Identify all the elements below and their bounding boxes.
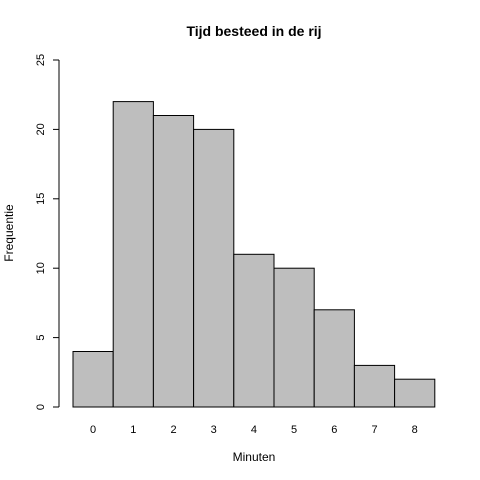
bar-5 bbox=[273, 267, 315, 408]
x-tick-label-1: 1 bbox=[130, 424, 136, 436]
x-tick-labels: 0 1 2 3 4 5 6 7 8 bbox=[90, 424, 418, 436]
bar-2 bbox=[152, 115, 195, 408]
bar-7 bbox=[353, 364, 396, 408]
y-tick-label-10: 10 bbox=[35, 262, 47, 274]
x-tick-label-0: 0 bbox=[90, 424, 96, 436]
y-tick-label-25: 25 bbox=[35, 54, 47, 66]
y-tick-label-5: 5 bbox=[35, 335, 47, 341]
bar-4 bbox=[233, 253, 275, 408]
x-tick-label-7: 7 bbox=[371, 424, 377, 436]
y-axis: 0 5 10 15 20 25 bbox=[35, 54, 60, 410]
bar-0 bbox=[72, 351, 114, 408]
y-axis-label: Frequentie bbox=[2, 204, 16, 262]
bar-8 bbox=[394, 378, 436, 408]
y-tick-label-0: 0 bbox=[35, 404, 47, 410]
x-tick-label-4: 4 bbox=[251, 424, 257, 436]
y-tick-label-15: 15 bbox=[35, 193, 47, 205]
bar-1 bbox=[112, 101, 154, 408]
x-tick-label-8: 8 bbox=[412, 424, 418, 436]
y-tick-label-20: 20 bbox=[35, 123, 47, 135]
bar-6 bbox=[313, 309, 355, 408]
x-tick-label-5: 5 bbox=[291, 424, 297, 436]
bar-3 bbox=[193, 128, 235, 408]
chart-title: Tijd besteed in de rij bbox=[186, 23, 321, 39]
bars-group bbox=[72, 101, 436, 408]
x-tick-label-2: 2 bbox=[170, 424, 176, 436]
x-tick-label-6: 6 bbox=[331, 424, 337, 436]
x-axis-label: Minuten bbox=[233, 450, 276, 464]
x-tick-label-3: 3 bbox=[211, 424, 217, 436]
